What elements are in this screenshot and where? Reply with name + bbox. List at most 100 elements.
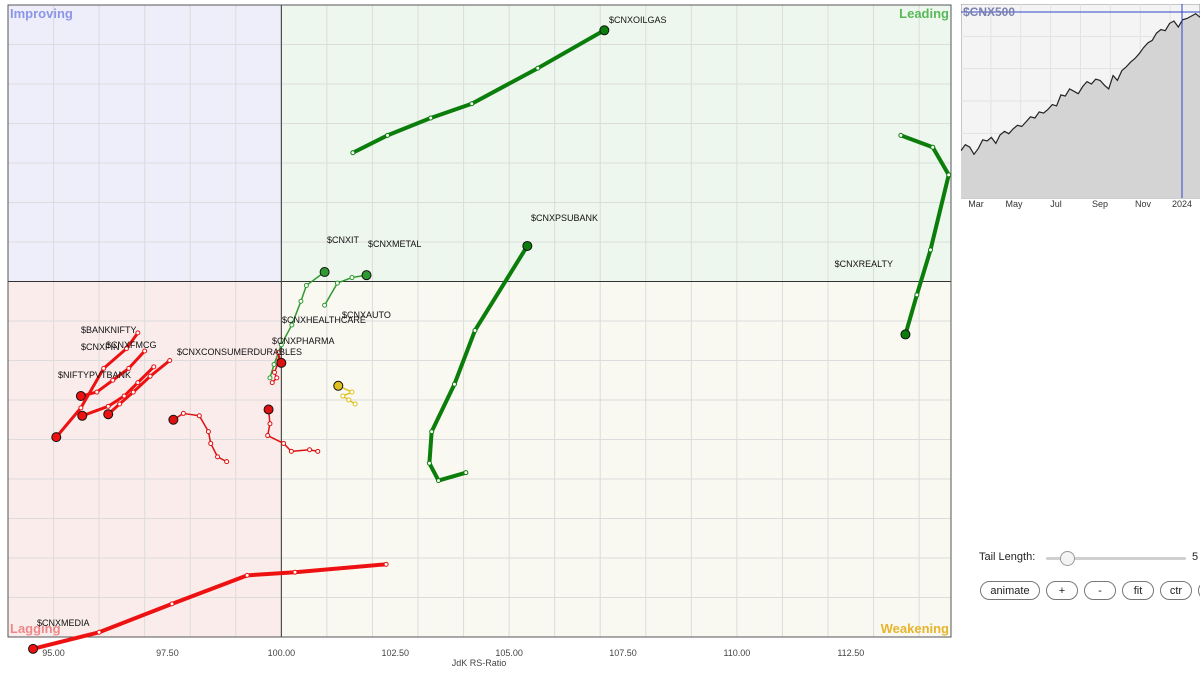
tail-head-point[interactable] bbox=[522, 240, 533, 251]
tail-point bbox=[349, 389, 355, 395]
tail-point bbox=[142, 348, 148, 354]
tail-point bbox=[535, 65, 541, 71]
tail-point bbox=[135, 330, 141, 336]
tail-point bbox=[275, 350, 281, 356]
tail-head-point[interactable] bbox=[103, 409, 114, 420]
tail-length-label: Tail Length: bbox=[979, 551, 1036, 563]
tail-point bbox=[472, 327, 478, 333]
x-tick-label: 107.50 bbox=[609, 648, 637, 658]
tail-point bbox=[426, 460, 432, 466]
tail-point bbox=[451, 381, 457, 387]
tail-point bbox=[208, 440, 214, 446]
tail-point bbox=[281, 440, 287, 446]
tail-point bbox=[350, 150, 356, 156]
tail-head-point[interactable] bbox=[319, 267, 330, 278]
tail-point bbox=[436, 478, 441, 484]
tail-point bbox=[352, 401, 358, 407]
tail-point bbox=[322, 302, 328, 308]
symbol-labels: $CNXOILGAS $CNXREALTY $CNXPSUBANK $CNXIT… bbox=[37, 15, 893, 628]
tail-point bbox=[429, 429, 435, 435]
tail-cnxfmcg bbox=[103, 358, 173, 420]
tail-head-point[interactable] bbox=[75, 391, 86, 402]
tail-point bbox=[78, 405, 84, 411]
quadrant-weakening bbox=[281, 281, 951, 637]
tail-path bbox=[898, 133, 951, 337]
fit-button[interactable]: fit bbox=[1122, 581, 1154, 600]
mini-chart-title: $CNX500 bbox=[963, 5, 1015, 19]
mini-month-label: Nov bbox=[1135, 199, 1152, 209]
tail-cnxpsubank bbox=[426, 240, 533, 484]
tail-length-slider-knob[interactable] bbox=[1060, 551, 1075, 566]
tail-length-slider[interactable] bbox=[1046, 551, 1186, 566]
quadrant-leading bbox=[281, 5, 951, 282]
tail-point bbox=[307, 447, 313, 453]
tail-point bbox=[267, 375, 273, 381]
mini-month-label: Mar bbox=[968, 199, 984, 209]
x-tick-label: 112.50 bbox=[837, 648, 864, 658]
tail-point bbox=[271, 361, 277, 367]
mini-month-label: Sep bbox=[1092, 199, 1108, 209]
tail-point bbox=[288, 448, 294, 454]
tail-point bbox=[215, 454, 221, 460]
tail-point bbox=[269, 380, 275, 386]
x-tick-label: 110.00 bbox=[723, 648, 750, 658]
tail-path bbox=[31, 562, 389, 651]
tail-head-point[interactable] bbox=[77, 410, 88, 421]
tail-cnxfin bbox=[77, 364, 157, 421]
x-tick-label: 95.00 bbox=[42, 648, 65, 658]
label-cnxpharma: $CNXPHARMA bbox=[272, 336, 335, 346]
tail-point bbox=[292, 569, 298, 575]
mini-month-label: Jul bbox=[1050, 199, 1062, 209]
tail-head-point[interactable] bbox=[28, 643, 39, 654]
mini-chart-line bbox=[961, 12, 1200, 156]
tail-point bbox=[928, 247, 933, 253]
tail-point bbox=[340, 393, 346, 399]
tail-point bbox=[428, 115, 434, 121]
zoom-out-button[interactable]: - bbox=[1084, 581, 1116, 600]
tail-cnxrealty bbox=[898, 132, 952, 340]
tail-path bbox=[350, 28, 607, 155]
tail-point bbox=[121, 393, 127, 399]
tail-point bbox=[898, 132, 904, 138]
mini-month-label: May bbox=[1005, 199, 1023, 209]
x-tick-label: 97.50 bbox=[156, 648, 179, 658]
tail-head-point[interactable] bbox=[333, 380, 344, 391]
quadrant-label-weakening: Weakening bbox=[881, 621, 949, 636]
tail-point bbox=[167, 358, 173, 363]
tail-point bbox=[169, 601, 175, 607]
tail-head-point[interactable] bbox=[276, 357, 287, 368]
plot-frame bbox=[7, 4, 952, 638]
tail-head-point[interactable] bbox=[263, 404, 274, 415]
tail-point bbox=[96, 629, 102, 635]
tail-head-point[interactable] bbox=[599, 25, 610, 36]
tail-point bbox=[463, 470, 469, 476]
center-button[interactable]: ctr bbox=[1160, 581, 1192, 600]
tail-point bbox=[94, 389, 100, 395]
x-axis-ticks: 95.00 97.50 100.00 102.50 105.00 107.50 110.00… bbox=[42, 648, 864, 658]
tail-head-point[interactable] bbox=[168, 414, 179, 425]
tail-cnxoilgas bbox=[350, 25, 610, 156]
controls-panel: Tail Length: 5 animate + - fit ctr # bbox=[979, 548, 1200, 600]
tail-point bbox=[946, 172, 952, 178]
animate-button[interactable]: animate bbox=[980, 581, 1040, 600]
label-cnxpsubank: $CNXPSUBANK bbox=[531, 213, 598, 223]
x-tick-label: 100.00 bbox=[268, 648, 296, 658]
x-tick-label: 105.00 bbox=[495, 648, 523, 658]
label-cnxmetal: $CNXMETAL bbox=[368, 239, 421, 249]
tail-point bbox=[303, 282, 309, 288]
tail-cnxmedia bbox=[28, 561, 389, 654]
tail-point bbox=[244, 572, 250, 578]
tail-head-point[interactable] bbox=[900, 329, 911, 340]
tail-niftypvtbank bbox=[51, 330, 141, 443]
rotation-tails bbox=[28, 25, 952, 654]
tail-head-point[interactable] bbox=[361, 270, 372, 281]
tail-head-point[interactable] bbox=[51, 432, 62, 443]
label-cnxconsumerdurables: $CNXCONSUMERDURABLES bbox=[177, 347, 302, 357]
zoom-in-button[interactable]: + bbox=[1046, 581, 1078, 600]
mini-chart-month-labels: Mar May Jul Sep Nov 2024 bbox=[968, 199, 1192, 209]
tail-cnxpharma bbox=[263, 404, 321, 454]
label-cnxfmcg: $CNXFMCG bbox=[106, 340, 157, 350]
label-cnxit: $CNXIT bbox=[327, 235, 360, 245]
x-axis-label: JdK RS-Ratio bbox=[452, 658, 507, 668]
rrg-chart: Improving Leading Lagging Weakening $CNX… bbox=[7, 4, 952, 668]
